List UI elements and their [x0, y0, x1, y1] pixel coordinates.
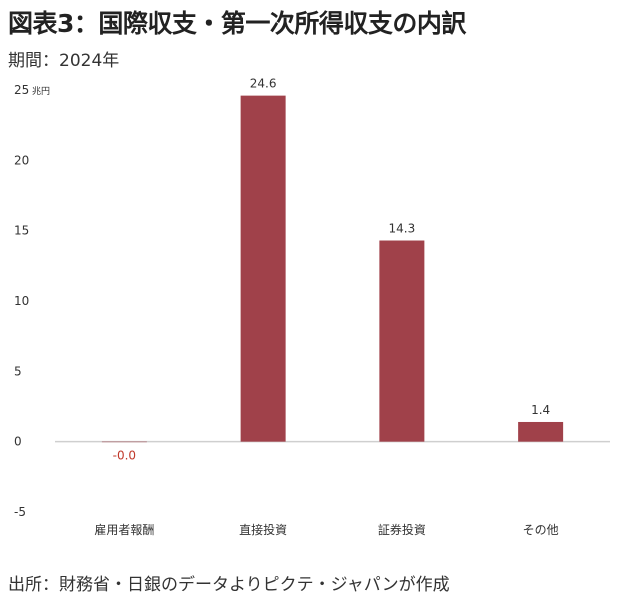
chart-period: 期間：2024年 — [8, 51, 120, 71]
data-label: 14.3 — [389, 222, 416, 236]
y-tick-label: 5 — [14, 364, 22, 378]
y-axis-ticks: -5 0 5 10 15 20 25 — [14, 83, 29, 519]
bar — [379, 240, 425, 442]
data-label: 24.6 — [250, 77, 277, 91]
chart-title: 図表3：国際収支・第一次所得収支の内訳 — [8, 9, 466, 38]
category-label: 雇用者報酬 — [94, 522, 154, 537]
bar — [101, 441, 147, 443]
category-label: 直接投資 — [239, 522, 287, 537]
category-label: その他 — [523, 523, 559, 537]
data-label: -0.0 — [113, 449, 136, 463]
data-labels: -0.0 24.6 14.3 1.4 — [113, 77, 551, 463]
y-tick-label: 20 — [14, 153, 29, 167]
category-labels: 雇用者報酬 直接投資 証券投資 その他 — [94, 522, 558, 537]
category-label: 証券投資 — [378, 522, 426, 537]
bars — [101, 95, 564, 443]
bar — [518, 421, 564, 442]
y-axis-unit: 兆円 — [32, 86, 50, 97]
data-label: 1.4 — [531, 403, 550, 417]
y-tick-label: 15 — [14, 224, 29, 238]
y-tick-label: 0 — [14, 435, 22, 449]
y-tick-label: 25 — [14, 83, 29, 97]
source-note: 出所：財務省・日銀のデータよりピクテ・ジャパンが作成 — [8, 575, 450, 595]
y-tick-label: -5 — [14, 505, 26, 519]
bar — [240, 95, 286, 442]
y-tick-label: 10 — [14, 294, 29, 308]
